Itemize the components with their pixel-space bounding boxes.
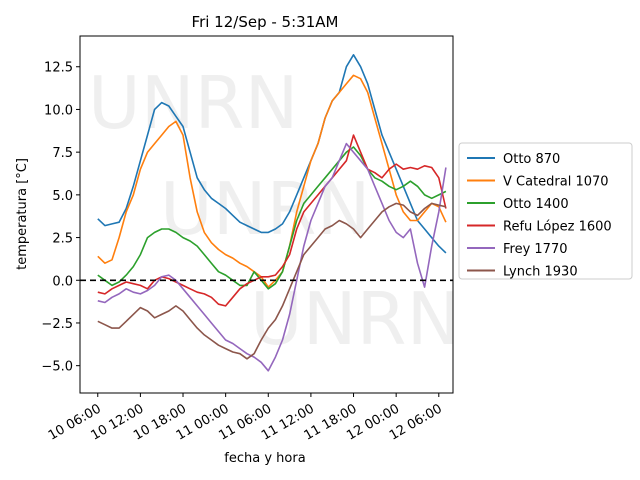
legend-label-3: Otto 1400 xyxy=(503,197,569,212)
series-line-2 xyxy=(97,74,447,288)
series-line-1 xyxy=(97,54,447,254)
watermark-group: UNRN UNRN UNRN xyxy=(88,61,460,361)
legend-label-2: V Catedral 1070 xyxy=(503,175,609,190)
watermark-text-2: UNRN xyxy=(160,167,370,251)
y-axis: −5.0 −2.5 0.0 2.5 5.0 7.5 10.0 12.5 xyxy=(41,61,80,375)
watermark-text-3: UNRN xyxy=(250,277,460,361)
plot-area-frame xyxy=(79,35,454,394)
y-tick-label-4: 2.5 xyxy=(52,232,73,247)
y-tick-label-2: −2.5 xyxy=(41,317,73,332)
y-tick-label-5: 5.0 xyxy=(52,189,73,204)
y-tick-label-6: 7.5 xyxy=(52,146,73,161)
series-line-3 xyxy=(97,146,447,290)
y-axis-label: temperatura [°C] xyxy=(15,158,30,270)
y-tick-label-1: −5.0 xyxy=(41,360,73,375)
y-tick-label-3: 0.0 xyxy=(52,274,73,289)
x-axis-label: fecha y hora xyxy=(224,451,305,466)
legend-label-5: Frey 1770 xyxy=(503,242,568,257)
y-tick-label-8: 12.5 xyxy=(44,61,73,76)
y-tick-label-7: 10.0 xyxy=(44,103,73,118)
series-line-5 xyxy=(97,142,447,372)
legend-label-4: Refu López 1600 xyxy=(503,220,612,235)
chart-title: Fri 12/Sep - 5:31AM xyxy=(192,13,339,31)
watermark-text-1: UNRN xyxy=(88,61,298,145)
legend-box xyxy=(458,142,633,280)
legend: Otto 870 V Catedral 1070 Otto 1400 Refu Lóp… xyxy=(458,142,633,280)
legend-label-6: Lynch 1930 xyxy=(503,265,578,280)
legend-label-1: Otto 870 xyxy=(503,152,560,167)
series-line-6 xyxy=(97,202,447,360)
